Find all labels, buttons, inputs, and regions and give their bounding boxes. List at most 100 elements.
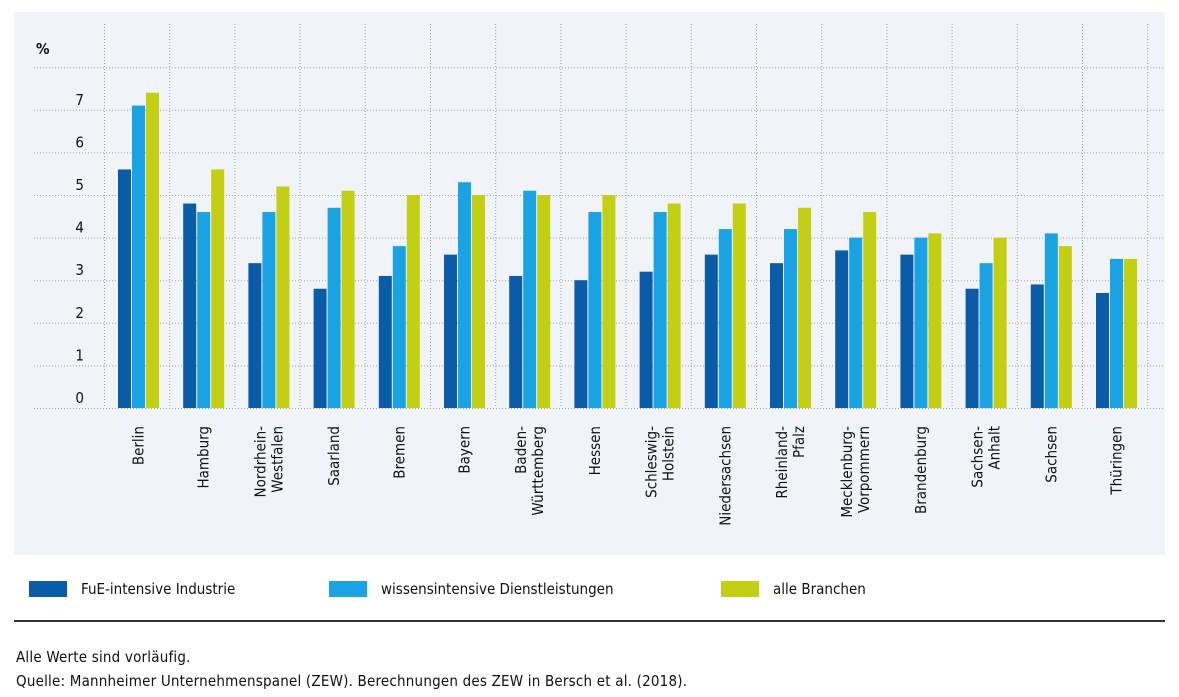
x-tick-label-line: Pfalz — [790, 426, 808, 458]
bar-wissensintensive-dienstleistungen-11 — [849, 237, 863, 408]
bar-alle-branchen-9 — [732, 203, 746, 408]
y-tick-label: 5 — [75, 176, 84, 194]
legend-item-dienstleistungen: wissensintensive Dienstleistungen — [329, 580, 614, 598]
y-tick-label: 7 — [75, 91, 84, 109]
x-tick-label: Baden- Württemberg — [512, 426, 547, 516]
x-tick-label-line: Rheinland- — [773, 426, 791, 499]
bar-fue-intensive-industrie-10 — [770, 263, 783, 408]
legend-item-alle-branchen: alle Branchen — [721, 580, 866, 598]
bar-alle-branchen-0 — [146, 92, 159, 408]
bar-alle-branchen-15 — [1124, 258, 1137, 408]
bar-fue-intensive-industrie-4 — [378, 275, 392, 408]
bar-fue-intensive-industrie-9 — [704, 254, 718, 408]
bar-wissensintensive-dienstleistungen-3 — [327, 207, 341, 408]
bar-alle-branchen-1 — [211, 169, 225, 408]
x-tick-label: Hessen — [586, 426, 604, 475]
y-tick-label: 0 — [75, 389, 84, 407]
bar-alle-branchen-13 — [993, 237, 1007, 408]
bar-wissensintensive-dienstleistungen-5 — [458, 182, 471, 408]
legend-swatch — [721, 581, 759, 597]
x-tick-label-line: Schleswig- — [643, 426, 661, 498]
x-tick-label: Berlin — [130, 426, 148, 465]
bar-fue-intensive-industrie-5 — [444, 254, 457, 408]
y-tick-label: 3 — [75, 261, 84, 279]
chart-legend: FuE-intensive Industrie wissensintensive… — [14, 574, 1165, 608]
bar-alle-branchen-11 — [863, 212, 877, 408]
x-tick-label-line: Bremen — [390, 426, 408, 479]
bar-fue-intensive-industrie-12 — [900, 254, 914, 408]
legend-label: alle Branchen — [773, 580, 866, 598]
x-tick-label: Hamburg — [195, 426, 213, 489]
bar-fue-intensive-industrie-15 — [1096, 292, 1109, 408]
bar-alle-branchen-5 — [472, 195, 485, 408]
x-tick-label-line: Westfalen — [268, 426, 286, 493]
x-tick-label: Brandenburg — [912, 426, 930, 514]
bar-wissensintensive-dienstleistungen-2 — [262, 212, 276, 408]
legend-swatch — [329, 581, 367, 597]
x-tick-label-line: Saarland — [325, 426, 343, 486]
legend-label: wissensintensive Dienstleistungen — [381, 580, 614, 598]
x-tick-label: Thüringen — [1108, 426, 1126, 496]
bar-wissensintensive-dienstleistungen-0 — [132, 105, 145, 408]
bar-wissensintensive-dienstleistungen-8 — [653, 212, 667, 408]
x-tick-label: Sachsen — [1042, 426, 1060, 483]
x-tick-label-line: Thüringen — [1108, 426, 1126, 496]
divider — [14, 620, 1165, 622]
legend-label: FuE-intensive Industrie — [81, 580, 236, 598]
x-tick-label-line: Württemberg — [529, 426, 547, 516]
bar-alle-branchen-8 — [667, 203, 681, 408]
bar-wissensintensive-dienstleistungen-10 — [784, 229, 797, 408]
x-tick-label: Schleswig- Holstein — [643, 426, 678, 498]
bar-wissensintensive-dienstleistungen-4 — [392, 246, 406, 408]
x-tick-label: Bayern — [456, 426, 474, 474]
x-tick-label-line: Nordrhein- — [251, 426, 269, 498]
x-tick-label: Niedersachsen — [716, 426, 734, 526]
bar-alle-branchen-14 — [1058, 246, 1072, 408]
bar-wissensintensive-dienstleistungen-9 — [718, 229, 732, 408]
y-tick-label: 2 — [75, 304, 84, 322]
x-tick-label-line: Niedersachsen — [716, 426, 734, 526]
bar-fue-intensive-industrie-1 — [183, 203, 197, 408]
bar-fue-intensive-industrie-7 — [574, 280, 588, 408]
bar-alle-branchen-4 — [406, 195, 420, 408]
bar-wissensintensive-dienstleistungen-6 — [523, 190, 537, 408]
footnote: Alle Werte sind vorläufig. — [16, 648, 191, 666]
x-tick-label: Rheinland- Pfalz — [773, 426, 808, 499]
x-tick-label-line: Baden- — [512, 426, 530, 474]
bar-alle-branchen-10 — [798, 207, 811, 408]
bar-fue-intensive-industrie-6 — [509, 275, 523, 408]
y-tick-label: 4 — [75, 219, 84, 237]
x-tick-label: Saarland — [325, 426, 343, 486]
bar-alle-branchen-2 — [276, 186, 290, 408]
x-tick-label: Sachsen- Anhalt — [969, 426, 1004, 488]
x-tick-label-line: Hessen — [586, 426, 604, 475]
bar-alle-branchen-6 — [537, 195, 551, 408]
x-tick-label-line: Brandenburg — [912, 426, 930, 514]
legend-item-fue-industrie: FuE-intensive Industrie — [29, 580, 235, 598]
x-tick-label-line: Sachsen- — [969, 426, 987, 488]
x-tick-label-line: Mecklenburg- — [838, 426, 856, 518]
chart-panel: % 0 1 2 3 4 5 6 7 Berlin Hamburg Nordrhein- Westfale… — [14, 12, 1165, 555]
bar-fue-intensive-industrie-14 — [1030, 284, 1044, 408]
x-tick-label-line: Vorpommern — [855, 426, 873, 513]
x-tick-label-line: Holstein — [660, 426, 678, 481]
y-tick-label: 6 — [75, 133, 84, 151]
x-tick-label: Bremen — [390, 426, 408, 479]
bar-alle-branchen-3 — [341, 190, 355, 408]
x-tick-label-line: Hamburg — [195, 426, 213, 489]
bar-fue-intensive-industrie-3 — [313, 288, 327, 408]
bar-wissensintensive-dienstleistungen-15 — [1110, 258, 1123, 408]
y-axis-unit: % — [36, 40, 50, 58]
bar-fue-intensive-industrie-8 — [639, 271, 653, 408]
x-tick-label-line: Bayern — [456, 426, 474, 474]
bar-alle-branchen-12 — [928, 233, 942, 408]
bar-wissensintensive-dienstleistungen-14 — [1044, 233, 1058, 408]
bar-fue-intensive-industrie-2 — [248, 263, 262, 408]
bar-alle-branchen-7 — [602, 195, 616, 408]
x-tick-label-line: Berlin — [130, 426, 148, 465]
bar-wissensintensive-dienstleistungen-13 — [979, 263, 993, 408]
x-tick-label-line: Sachsen — [1042, 426, 1060, 483]
bar-fue-intensive-industrie-13 — [965, 288, 979, 408]
legend-swatch — [29, 581, 67, 597]
source-note: Quelle: Mannheimer Unternehmenspanel (ZE… — [16, 672, 688, 690]
